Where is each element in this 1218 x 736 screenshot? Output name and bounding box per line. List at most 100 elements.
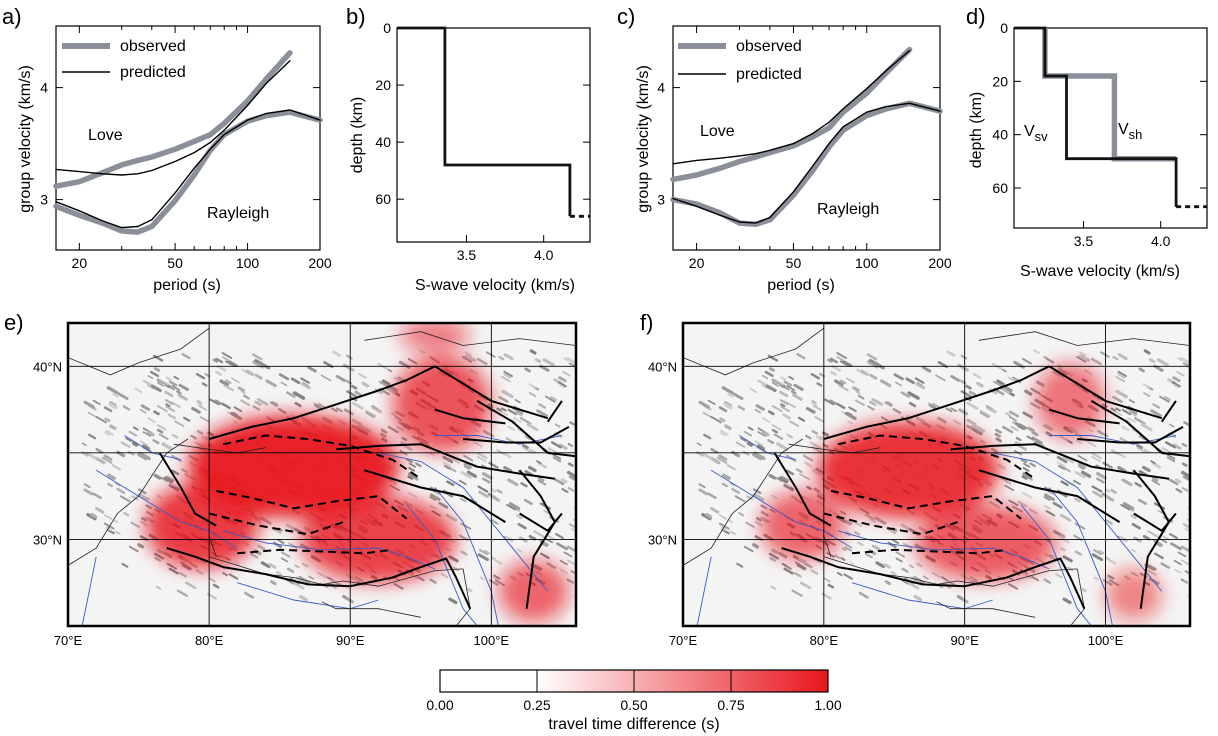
e-fault [158,452,217,527]
e-relief-stroke [317,402,325,408]
f-relief-stroke [746,495,754,501]
f-relief-stroke [810,569,819,575]
f-relief-stroke [909,401,917,408]
f-relief-stroke [698,488,709,496]
e-relief-stroke [119,495,131,503]
f-relief-stroke [901,567,909,573]
panel-b-ytick-20: 20 [375,77,391,93]
f-relief-stroke [1077,454,1088,462]
e-relief-stroke [90,513,98,519]
e-relief-stroke [112,393,119,398]
f-relief-stroke [1022,472,1033,480]
e-relief-stroke [506,503,517,511]
e-relief-stroke [496,489,503,494]
f-map-content [683,323,1190,626]
f-relief-stroke [900,391,911,398]
e-relief-stroke [481,477,491,484]
e-relief-stroke [176,390,182,395]
f-river [710,469,853,549]
e-relief-stroke [552,456,562,463]
panel-a-xtick-20: 20 [72,255,88,271]
f-relief-stroke [719,431,726,436]
f-relief-stroke [1031,436,1043,444]
e-relief-stroke [358,373,367,379]
f-relief-stroke [729,530,736,535]
f-relief-stroke [1074,550,1082,556]
panel-a-xlabel: period (s) [153,277,221,294]
f-relief-stroke [1029,508,1038,515]
f-relief-stroke [968,390,977,397]
panel-c-love-label: Love [700,123,735,140]
panel-f-label: f) [640,310,653,335]
f-relief-stroke [797,416,806,422]
e-relief-stroke [540,552,550,560]
f-relief-stroke [834,379,844,387]
e-relief-stroke [563,551,573,558]
e-relief-stroke [286,391,296,398]
f-relief-stroke [728,519,734,524]
f-relief-stroke [1138,470,1148,477]
e-relief-stroke [361,381,370,388]
f-relief-stroke [755,517,762,522]
f-relief-stroke [1140,423,1153,432]
f-relief-stroke [783,567,794,575]
f-relief-stroke [1090,357,1102,366]
e-relief-stroke [298,594,308,602]
e-relief-stroke [407,358,418,365]
e-relief-stroke [300,377,310,384]
f-relief-stroke [1021,475,1028,480]
f-relief-stroke [757,444,765,450]
e-border [321,601,421,618]
f-relief-stroke [771,494,778,500]
e-relief-stroke [440,573,449,579]
e-relief-stroke [168,380,178,387]
f-relief-stroke [1091,553,1104,562]
f-relief-stroke [785,401,796,408]
colorbar: 0.00 0.25 0.50 0.75 1.00 travel time dif… [426,669,842,733]
f-relief-stroke [1154,552,1164,560]
e-relief-stroke [507,478,519,487]
f-relief-stroke [932,402,940,408]
f-relief-stroke [829,399,837,405]
e-relief-stroke [351,401,364,410]
panel-f-lon-tick-90: 90°E [950,633,979,648]
panel-f-lat-tick-30: 30°N [648,532,677,547]
a-series-observed-rayleigh [53,109,323,235]
f-relief-stroke [1150,409,1162,418]
e-relief-stroke [132,441,139,447]
e-anomaly [498,560,569,623]
e-relief-stroke [265,379,277,388]
f-relief-stroke [1173,383,1180,389]
e-relief-stroke [177,393,188,401]
e-relief-stroke [167,413,177,420]
a-series-predicted-rayleigh [55,109,321,229]
f-relief-stroke [1136,444,1143,450]
f-relief-stroke [1001,368,1007,373]
panel-d-ylabel: depth (km) [968,92,985,168]
f-relief-stroke [869,373,878,380]
e-relief-stroke [105,526,113,532]
f-relief-stroke [767,354,779,362]
e-relief-stroke [524,367,531,373]
f-relief-stroke [1138,367,1145,373]
f-relief-stroke [1143,448,1151,454]
f-relief-stroke [1043,452,1050,457]
e-relief-stroke [529,448,537,454]
e-relief-stroke [171,469,180,476]
e-relief-stroke [137,488,147,495]
e-relief-stroke [381,379,391,386]
panel-a: a) 3 4 20 50 100 200 period (s) group ve… [2,4,332,294]
e-relief-stroke [142,431,152,437]
f-relief-stroke [755,404,765,411]
e-relief-stroke [488,461,499,469]
e-relief-stroke [139,408,147,414]
e-frame [66,321,578,628]
e-relief-stroke [195,569,204,575]
f-relief-stroke [847,420,853,425]
colorbar-tick-0: 0.00 [426,697,453,713]
colorbar-tick-4: 1.00 [814,697,841,713]
e-relief-stroke [120,441,131,448]
e-relief-stroke [371,405,379,411]
e-relief-stroke [528,392,537,398]
e-relief-stroke [87,411,98,419]
